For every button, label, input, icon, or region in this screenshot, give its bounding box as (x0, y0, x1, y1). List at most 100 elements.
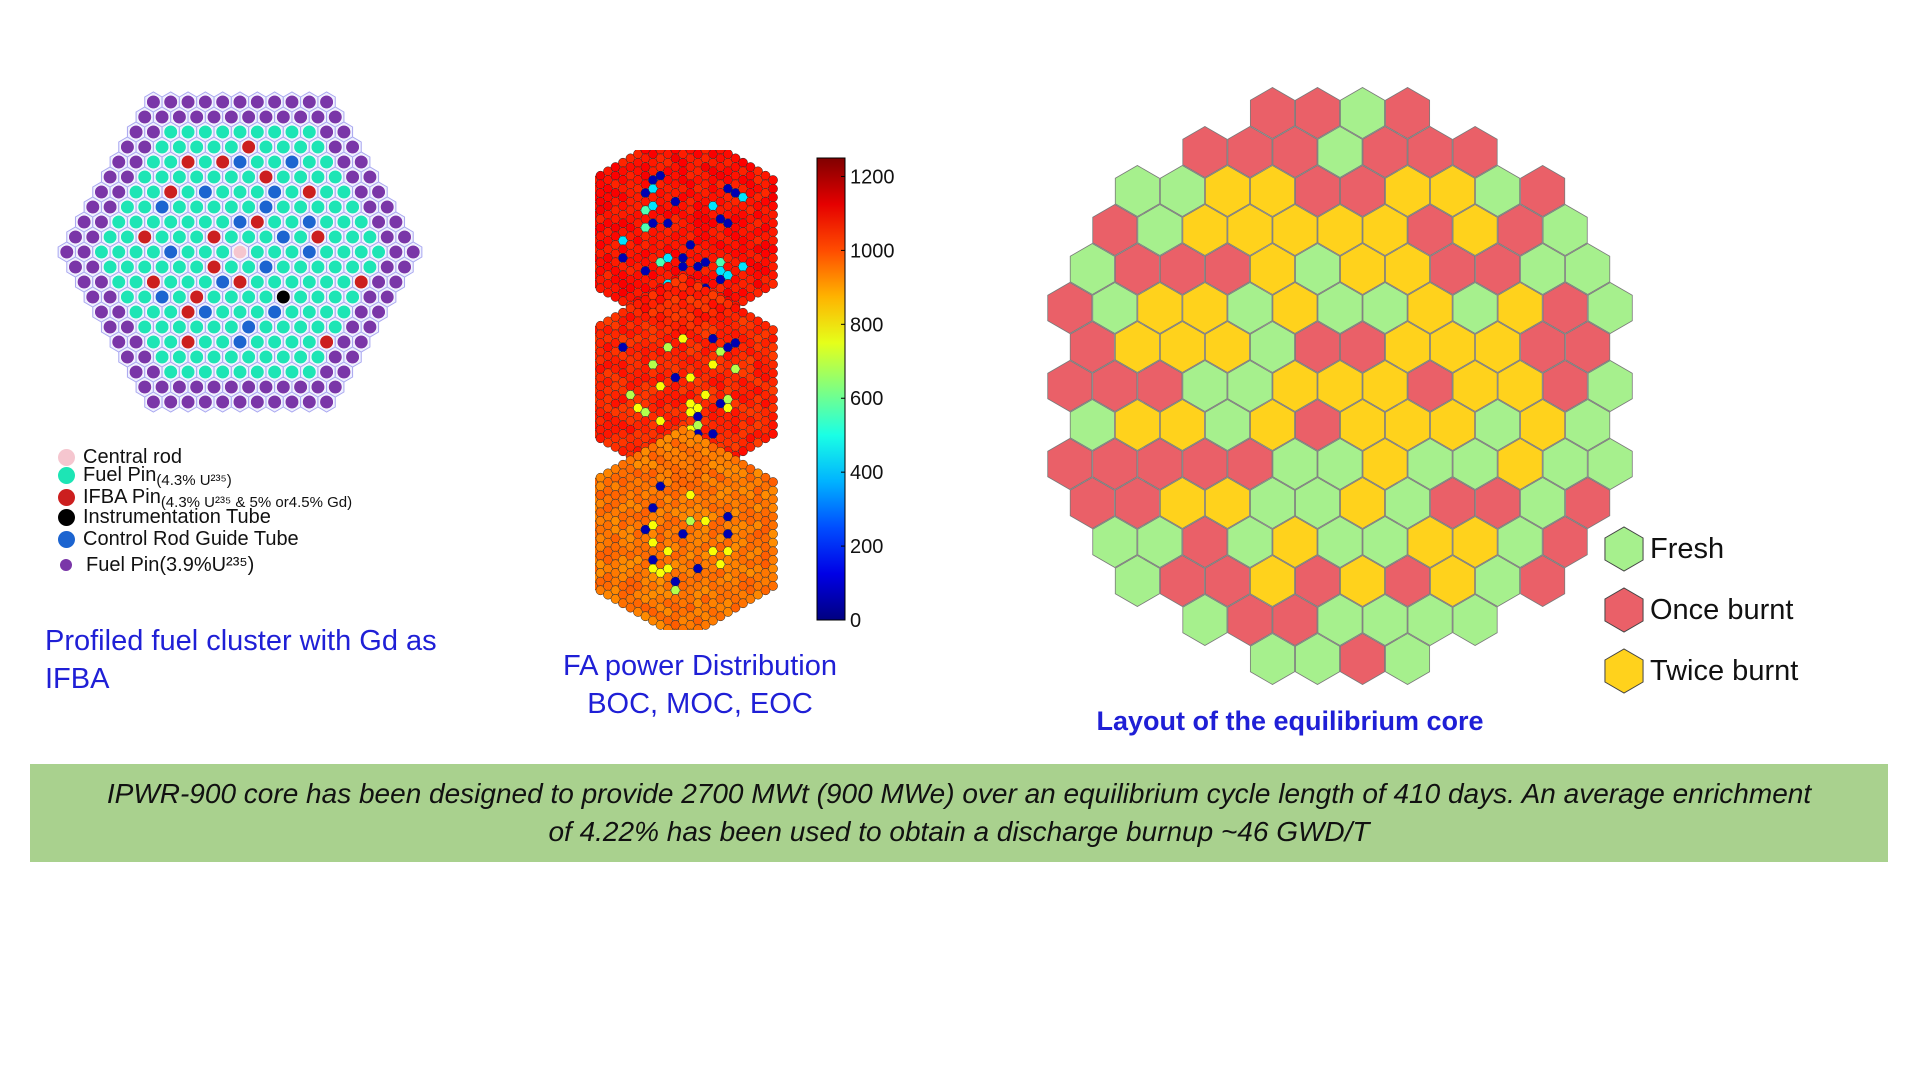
outer-fuel-pin (328, 139, 343, 155)
fuel-pin (250, 244, 265, 260)
core-assembly-once (1542, 516, 1588, 568)
fuel-pin (328, 289, 343, 305)
fa-power-caption: FA power Distribution BOC, MOC, EOC (540, 647, 860, 723)
core-assembly-fresh (1587, 282, 1633, 334)
legend-hexagon-icon (1604, 587, 1644, 633)
ifba-pin (180, 304, 196, 320)
core-assembly-once (1137, 438, 1183, 490)
ifba-pin (146, 274, 161, 290)
fa-pin-power (768, 342, 778, 353)
core-assembly-twice (1340, 399, 1386, 451)
control-rod-guide-tube-pin (267, 304, 282, 320)
fuel-pin (163, 364, 178, 380)
ifba-pin (241, 139, 256, 155)
fuel-pin (128, 244, 144, 260)
colorbar-tick-label: 400 (850, 462, 883, 484)
fa-pin-power (687, 628, 694, 630)
summary-banner: IPWR-900 core has been designed to provi… (30, 764, 1888, 862)
fuel-pin (146, 334, 161, 350)
fa-pin-power (768, 403, 778, 413)
core-assembly-fresh (1407, 594, 1453, 646)
summary-text: IPWR-900 core has been designed to provi… (93, 775, 1825, 851)
core-assembly-once (1497, 204, 1543, 256)
outer-fuel-pin (198, 94, 213, 110)
legend-dot-icon (58, 508, 75, 526)
core-assembly-fresh (1317, 438, 1363, 490)
core-assembly-fresh (1385, 633, 1431, 685)
fuel-pin (336, 244, 352, 260)
fuel-pin (120, 229, 135, 245)
fuel-pin (189, 349, 204, 365)
outer-fuel-pin (267, 94, 282, 110)
core-assembly-once (1385, 555, 1431, 607)
fuel-pin (198, 334, 213, 350)
core-assembly-twice (1497, 282, 1543, 334)
fuel-pin (215, 304, 230, 320)
core-assembly-once (1407, 126, 1453, 178)
fuel-pin (293, 199, 308, 215)
outer-fuel-pin (319, 364, 334, 380)
fuel-pin (258, 229, 274, 245)
outer-fuel-pin (111, 334, 126, 350)
core-assembly-once (1362, 126, 1408, 178)
summary-line-1: IPWR-900 core has been designed to provi… (106, 778, 1812, 809)
fuel-cluster-diagram (57, 91, 423, 413)
fa-power-caption-line1: FA power Distribution (562, 650, 837, 682)
fuel-pin (172, 259, 187, 275)
fuel-pin (319, 244, 334, 260)
core-assembly-fresh (1137, 516, 1183, 568)
core-legend-label: Twice burnt (1650, 654, 1799, 687)
colorbar-tick-label: 800 (850, 314, 883, 336)
core-assembly-once (1092, 438, 1138, 490)
colorbar-tick-label: 0 (850, 610, 861, 632)
outer-fuel-pin (146, 94, 161, 110)
fuel-pin (215, 214, 230, 230)
legend-dot-icon (58, 530, 75, 548)
fuel-pin (310, 139, 326, 155)
fa-pin-power (738, 598, 748, 609)
fuel-pin (146, 214, 161, 230)
legend-dot-icon (58, 448, 75, 466)
outer-fuel-pin (336, 124, 352, 140)
ifba-pin (302, 184, 317, 200)
outer-fuel-pin (276, 379, 291, 395)
fuel-pin (215, 184, 230, 200)
fuel-cluster-caption-text: Profiled fuel cluster with Gd as IFBA (45, 625, 437, 695)
legend-hexagon-icon (1604, 526, 1644, 572)
fuel-pin (241, 259, 256, 275)
outer-fuel-pin (77, 244, 92, 260)
outer-fuel-pin (354, 154, 369, 170)
fuel-pin (258, 139, 274, 155)
fuel-pin (198, 244, 213, 260)
fuel-pin (128, 184, 144, 200)
core-assembly-fresh (1542, 438, 1588, 490)
core-legend-item-fresh: Fresh (1600, 525, 1724, 573)
core-assembly-twice (1497, 438, 1543, 490)
core-assembly-once (1407, 204, 1453, 256)
core-assembly-once (1047, 282, 1093, 334)
fuel-pin (224, 169, 239, 185)
fa-pin-power (768, 394, 778, 405)
core-assembly-once (1340, 165, 1386, 217)
fuel-pin (276, 349, 291, 365)
fuel-pin (120, 259, 135, 275)
core-assembly-fresh (1249, 321, 1295, 373)
fuel-pin (206, 169, 222, 185)
outer-fuel-pin (345, 169, 360, 185)
fa-pin-power (768, 253, 778, 263)
fuel-pin (293, 229, 308, 245)
core-assembly-once (1204, 243, 1250, 295)
core-assembly-fresh (1362, 594, 1408, 646)
fuel-pin (336, 214, 352, 230)
outer-fuel-pin (310, 379, 326, 395)
fa-pin-power (738, 446, 748, 457)
fuel-pin (172, 139, 187, 155)
cluster-legend-label: Instrumentation Tube (83, 506, 271, 528)
control-rod-guide-tube-pin (232, 334, 248, 350)
core-assembly-once (1340, 321, 1386, 373)
outer-fuel-pin (354, 304, 369, 320)
control-rod-guide-tube-pin (241, 319, 256, 335)
fuel-pin (137, 259, 152, 275)
outer-fuel-pin (198, 394, 213, 410)
fa-pin-power (610, 594, 621, 604)
